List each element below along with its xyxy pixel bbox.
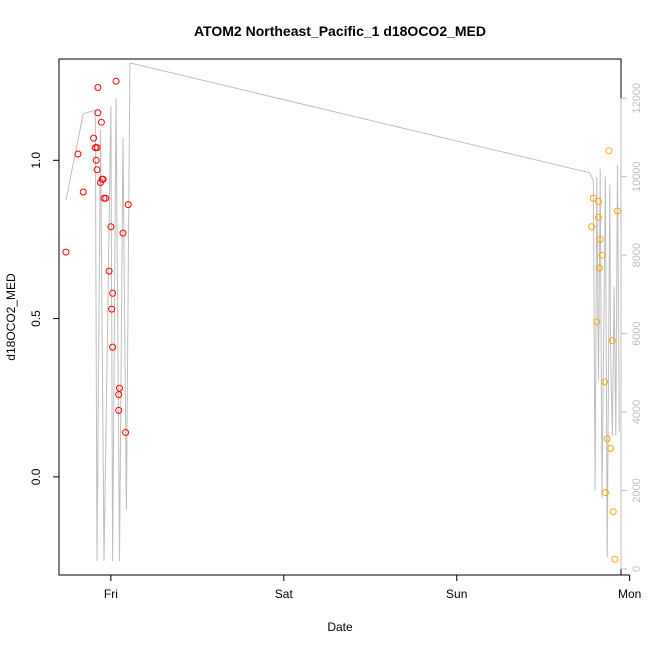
data-point: [116, 384, 123, 392]
data-point: [119, 229, 127, 237]
data-point: [90, 134, 98, 142]
line-series: [65, 62, 620, 562]
data-point: [603, 435, 611, 443]
data-point: [595, 198, 602, 205]
y2-tick-label: 4000: [631, 400, 643, 424]
y-axis-left: 0.0 0.5 1.0: [29, 152, 60, 485]
data-point: [109, 343, 117, 351]
data-point: [601, 489, 609, 497]
data-point: [109, 289, 117, 297]
y-tick-label: 0.5: [29, 310, 43, 327]
y2-tick-label: 12000: [631, 83, 643, 114]
data-point: [605, 147, 613, 155]
data-point: [62, 248, 70, 256]
data-point: [595, 264, 603, 272]
x-tick-label: Sun: [446, 587, 467, 601]
plot-box: [58, 58, 622, 576]
data-point: [608, 337, 616, 345]
data-point: [102, 194, 110, 202]
y2-tick-label: 10000: [631, 161, 643, 192]
data-point: [122, 429, 130, 436]
y2-tick-label: 8000: [631, 243, 643, 267]
data-point: [611, 555, 619, 563]
x-tick-label: Fri: [104, 587, 118, 601]
data-point: [108, 305, 116, 313]
data-point: [93, 144, 101, 152]
data-point: [598, 251, 606, 259]
chart-title: ATOM2 Northeast_Pacific_1 d18OCO2_MED: [194, 23, 486, 39]
data-point: [94, 109, 102, 117]
data-point: [97, 118, 105, 126]
data-point: [593, 318, 601, 326]
data-point: [115, 406, 123, 414]
data-point: [589, 194, 597, 202]
x-axis: Fri Sat Sun Mon: [104, 574, 641, 601]
x-tick-label: Sat: [275, 587, 294, 601]
data-point: [99, 175, 107, 183]
y-tick-label: 1.0: [29, 152, 43, 169]
series-line: [65, 62, 620, 562]
data-point: [601, 378, 609, 386]
data-point: [107, 223, 115, 231]
y-axis-right: 0 2000 4000 6000 8000 10000 12000: [620, 83, 643, 572]
data-point: [93, 166, 101, 174]
data-point: [92, 156, 100, 164]
data-point: [94, 84, 102, 91]
points-layer: [62, 77, 621, 563]
x-tick-label: Mon: [618, 587, 641, 601]
data-point: [609, 508, 617, 516]
data-point: [596, 235, 604, 243]
data-point: [595, 213, 602, 221]
y-axis-label: d18OCO2_MED: [4, 273, 18, 361]
data-point: [607, 444, 615, 452]
y2-tick-label: 0: [631, 566, 643, 572]
y2-tick-label: 6000: [631, 321, 643, 345]
data-point: [79, 188, 87, 196]
data-point: [112, 77, 120, 85]
y-tick-label: 0.0: [29, 468, 43, 485]
y2-tick-label: 2000: [631, 478, 643, 502]
data-point: [588, 223, 596, 231]
data-point: [105, 267, 113, 275]
x-axis-label: Date: [327, 620, 353, 634]
data-point: [74, 150, 82, 158]
data-point: [124, 201, 132, 209]
